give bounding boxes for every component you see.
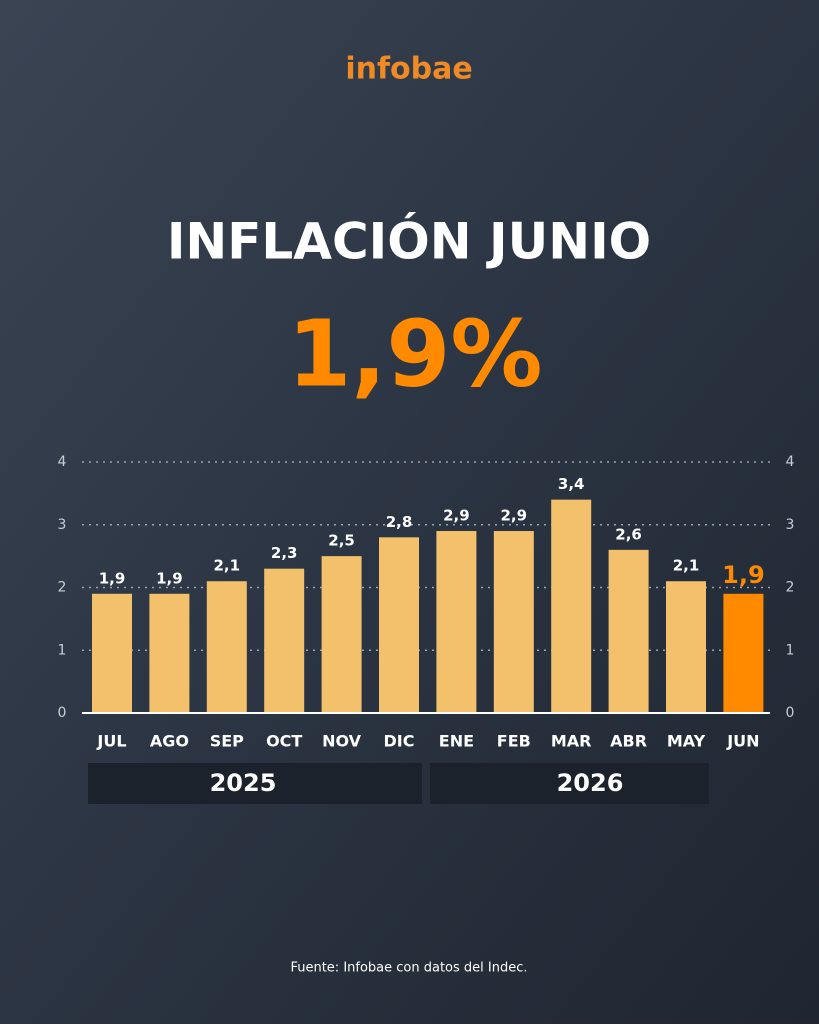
year-label: 2025: [210, 769, 277, 797]
value-label: 2,6: [615, 525, 642, 543]
year-box: [430, 763, 709, 804]
value-label: 2,8: [386, 513, 413, 531]
y-tick-label-right: 3: [786, 517, 795, 533]
y-tick-label-right: 1: [786, 642, 795, 658]
y-tick-label: 1: [58, 642, 67, 658]
value-label: 1,9: [722, 561, 765, 589]
y-tick-label-right: 2: [786, 580, 795, 596]
value-label: 2,3: [271, 544, 298, 562]
value-label: 2,5: [328, 532, 355, 550]
y-tick-label: 3: [58, 517, 67, 533]
y-tick-label: 4: [58, 454, 67, 470]
y-tick-label-right: 4: [786, 454, 795, 470]
y-tick-label: 0: [58, 705, 67, 721]
value-label: 1,9: [156, 569, 183, 587]
headline: 1,9%: [287, 300, 542, 407]
bar: [92, 593, 132, 713]
bar: [723, 593, 764, 713]
chart-title: INFLACIÓN JUNIO: [167, 212, 651, 271]
x-tick-label: ABR: [610, 732, 647, 751]
x-tick-label: DIC: [384, 732, 415, 751]
value-label: 2,1: [673, 557, 700, 575]
bar: [206, 581, 247, 713]
x-tick-label: MAY: [667, 732, 706, 751]
bar: [551, 499, 592, 713]
bar: [149, 593, 190, 713]
bar: [321, 556, 362, 713]
y-tick-label-right: 0: [786, 705, 795, 721]
brand-logo: infobae: [345, 52, 472, 87]
x-tick-label: OCT: [266, 732, 302, 751]
bar: [379, 537, 419, 713]
y-tick-label: 2: [58, 580, 67, 596]
value-label: 2,9: [501, 507, 528, 525]
x-tick-label: JUN: [726, 732, 759, 751]
x-tick-label: AGO: [150, 732, 189, 751]
x-tick-label: SEP: [210, 732, 244, 751]
x-tick-label: NOV: [322, 732, 362, 751]
bar: [264, 568, 305, 713]
x-tick-label: MAR: [551, 732, 592, 751]
value-label: 3,4: [558, 475, 585, 493]
bar: [608, 549, 649, 713]
bar: [493, 531, 534, 713]
x-tick-label: FEB: [497, 732, 531, 751]
year-box: [88, 763, 422, 804]
source: Fuente: Infobae con datos del Indec.: [290, 961, 527, 976]
bar: [666, 581, 706, 713]
value-label: 2,1: [214, 557, 241, 575]
x-tick-label: ENE: [439, 732, 474, 751]
value-label: 2,9: [443, 507, 470, 525]
value-label: 1,9: [99, 569, 126, 587]
bar: [436, 531, 477, 713]
x-tick-label: JUL: [96, 732, 126, 751]
year-label: 2026: [557, 769, 624, 797]
